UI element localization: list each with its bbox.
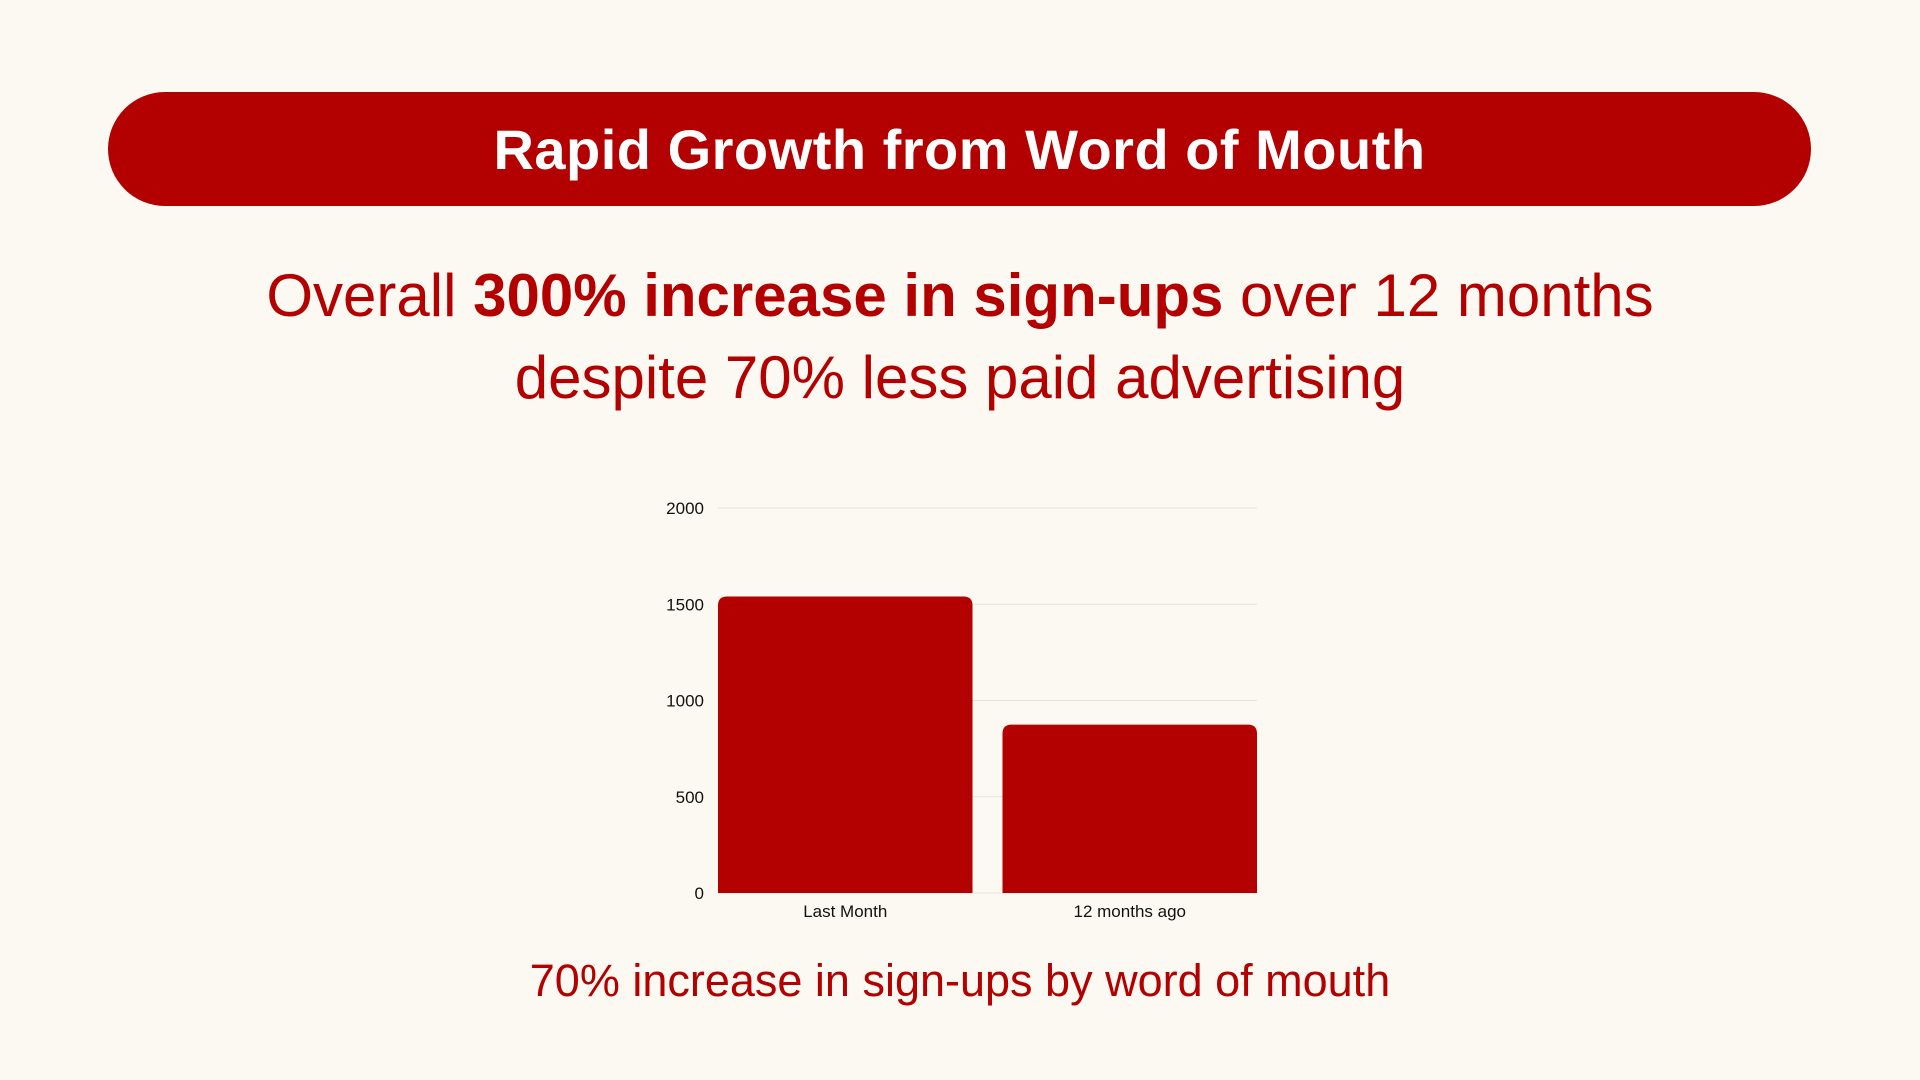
headline-line-1: Overall 300% increase in sign-ups over 1… bbox=[0, 255, 1920, 337]
y-tick-label: 1000 bbox=[666, 692, 704, 711]
x-tick-label: 12 months ago bbox=[1074, 902, 1186, 921]
headline-prefix: Overall bbox=[266, 262, 474, 329]
y-tick-label: 500 bbox=[676, 788, 704, 807]
footer-caption: 70% increase in sign-ups by word of mout… bbox=[529, 955, 1391, 1006]
y-tick-label: 1500 bbox=[666, 595, 704, 614]
headline: Overall 300% increase in sign-ups over 1… bbox=[0, 255, 1920, 419]
y-tick-label: 0 bbox=[695, 884, 704, 903]
headline-suffix: over 12 months bbox=[1223, 262, 1654, 329]
x-tick-label: Last Month bbox=[803, 902, 887, 921]
bar bbox=[718, 596, 973, 893]
headline-line-2: despite 70% less paid advertising bbox=[514, 344, 1406, 411]
y-tick-label: 2000 bbox=[666, 499, 704, 518]
bar bbox=[1002, 724, 1257, 893]
page-title: Rapid Growth from Word of Mouth bbox=[493, 117, 1426, 181]
headline-highlight: 300% increase in sign-ups bbox=[473, 262, 1224, 329]
title-banner: Rapid Growth from Word of Mouth bbox=[108, 92, 1811, 206]
